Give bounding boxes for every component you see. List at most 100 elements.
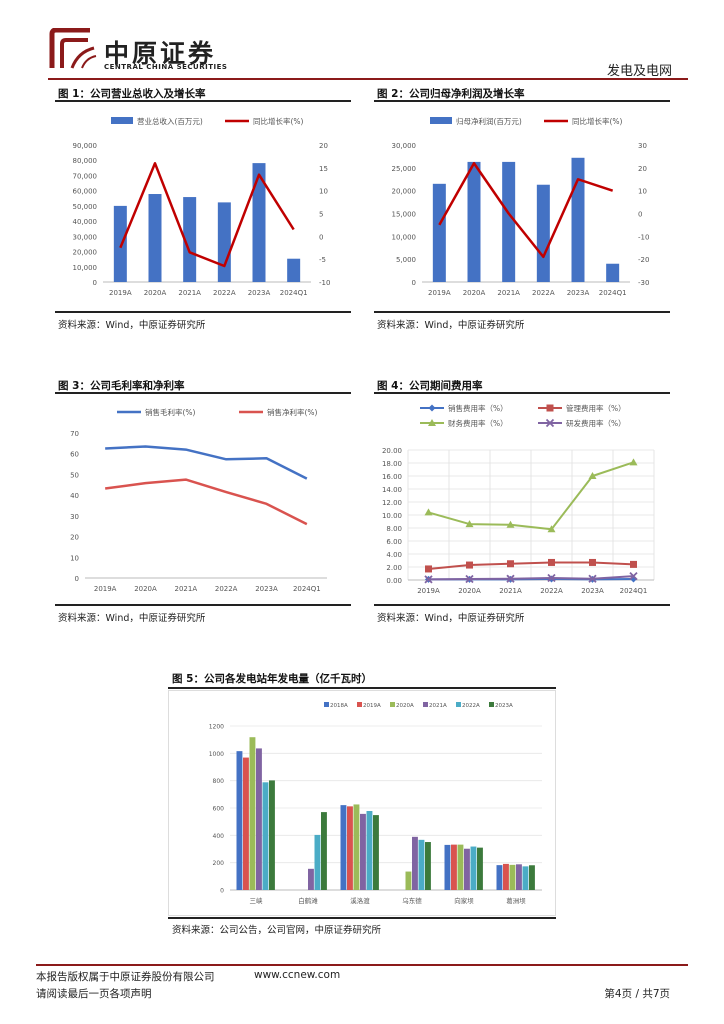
y-tick-5: 50 (70, 471, 79, 479)
y-left-tick-0: 0 (412, 279, 416, 287)
x-tick-2020A: 2020A (458, 587, 481, 595)
legend-marker-1 (546, 404, 554, 412)
legend-swatch-2020A (390, 702, 395, 707)
legend-label-0: 营业总收入(百万元) (137, 116, 203, 126)
y-tick-2: 4.00 (386, 551, 402, 559)
y-right-tick-5: 15 (319, 165, 328, 173)
y-right-tick-6: 20 (319, 142, 328, 150)
brand-logo-icon (49, 28, 97, 69)
legend-swatch-0 (111, 117, 133, 124)
y-tick-4: 8.00 (386, 525, 402, 533)
y-tick-6: 12.00 (382, 499, 402, 507)
bar-向家坝-2021A (464, 848, 470, 890)
figure-3-bottom-rule (55, 604, 351, 606)
figure-4-top-rule (374, 392, 670, 394)
marker-2-5 (629, 458, 638, 466)
series-line-1 (428, 561, 634, 570)
bar-向家坝-2023A (477, 847, 483, 890)
footer-copyright: 本报告版权属于中原证券股份有限公司 (36, 971, 215, 983)
x-tick-2024Q1: 2024Q1 (599, 289, 627, 297)
y-right-tick-0: -10 (319, 279, 330, 287)
x-tick-2020A: 2020A (144, 289, 167, 297)
figure-2-bottom-rule (374, 311, 670, 313)
x-tick-2023A: 2023A (248, 289, 271, 297)
y-tick-5: 1000 (209, 751, 224, 758)
legend-swatch-2018A (324, 702, 329, 707)
growth-line (438, 162, 614, 259)
figure-1-top-rule (55, 100, 351, 102)
bar-白鹤滩-2021A (308, 868, 314, 890)
marker-1-2 (507, 560, 514, 568)
bar-2020A (148, 194, 162, 282)
y-left-tick-5: 25,000 (392, 165, 417, 173)
legend-label-0: 销售费用率（%） (448, 403, 508, 413)
marker-2-3 (547, 525, 556, 533)
y-tick-3: 6.00 (386, 538, 402, 546)
bar-向家坝-2019A (451, 844, 457, 890)
bar-乌东德-2021A (412, 836, 418, 890)
bar-葛洲坝-2018A (496, 865, 503, 890)
x-tick-2022A: 2022A (213, 289, 236, 297)
marker-1-4 (589, 558, 596, 566)
marker-2-2 (506, 520, 515, 528)
series-line-1 (105, 478, 308, 526)
y-left-tick-4: 20,000 (392, 188, 417, 196)
y-left-tick-0: 0 (93, 279, 97, 287)
y-left-tick-4: 40,000 (73, 218, 98, 226)
figure-1-bottom-rule (55, 311, 351, 313)
y-left-tick-5: 50,000 (73, 203, 98, 211)
bar-2019A (432, 183, 446, 282)
section-title: 发电及电网 (606, 64, 672, 79)
footer-page-number: 第4页 / 共7页 (604, 988, 670, 1000)
bar-2023A (571, 157, 585, 282)
x-tick-白鹤滩: 白鹤滩 (298, 896, 318, 905)
y-tick-7: 70 (70, 430, 79, 438)
marker-3-4 (588, 574, 597, 583)
bar-2019A (113, 205, 127, 282)
bar-三峡-2022A (262, 782, 269, 890)
y-tick-6: 1200 (209, 724, 224, 731)
x-tick-2020A: 2020A (134, 585, 157, 593)
bar-2023A (252, 163, 266, 282)
legend-swatch-2021A (423, 702, 428, 707)
y-left-tick-1: 10,000 (73, 264, 98, 272)
series-line-3 (428, 575, 634, 581)
series-line-2 (428, 461, 634, 531)
figure-3-source: 资料来源：Wind，中原证券研究所 (58, 613, 206, 624)
bar-溪洛渡-2021A (360, 813, 366, 890)
figure-2-top-rule (374, 100, 670, 102)
y-right-tick-4: 10 (638, 188, 647, 196)
legend-label-2: 财务费用率（%） (448, 418, 508, 428)
bar-2022A (536, 184, 550, 282)
y-right-tick-3: 5 (319, 211, 323, 219)
y-tick-4: 40 (70, 492, 79, 500)
bar-三峡-2019A (243, 757, 249, 890)
y-right-tick-2: 0 (319, 233, 323, 241)
figure-2-title: 图 2：公司归母净利润及增长率 (377, 88, 525, 100)
marker-1-3 (548, 558, 555, 566)
x-tick-2021A: 2021A (499, 587, 522, 595)
x-tick-2021A: 2021A (497, 289, 520, 297)
footer-divider (36, 964, 688, 966)
y-left-tick-7: 70,000 (73, 172, 98, 180)
legend-label-2022A: 2022A (462, 703, 480, 709)
x-tick-2019A: 2019A (417, 587, 440, 595)
footer-website-link[interactable]: www.ccnew.com (254, 969, 341, 981)
bar-葛洲坝-2021A (516, 864, 522, 890)
legend-label-2023A: 2023A (495, 703, 513, 709)
legend-label-1: 管理费用率（%） (566, 403, 626, 413)
legend-swatch-2019A (357, 702, 362, 707)
bar-溪洛渡-2019A (347, 806, 353, 890)
x-tick-2021A: 2021A (175, 585, 198, 593)
y-tick-0: 0 (220, 888, 224, 895)
y-right-tick-5: 20 (638, 165, 647, 173)
bar-2021A (502, 161, 516, 282)
header-divider (48, 78, 688, 80)
x-tick-2019A: 2019A (109, 289, 132, 297)
bar-三峡-2023A (269, 780, 275, 890)
y-tick-0: 0 (75, 575, 79, 583)
legend-swatch-2023A (489, 702, 494, 707)
bar-乌东德-2020A (405, 871, 412, 890)
figure-1-source: 资料来源：Wind，中原证券研究所 (58, 320, 206, 331)
